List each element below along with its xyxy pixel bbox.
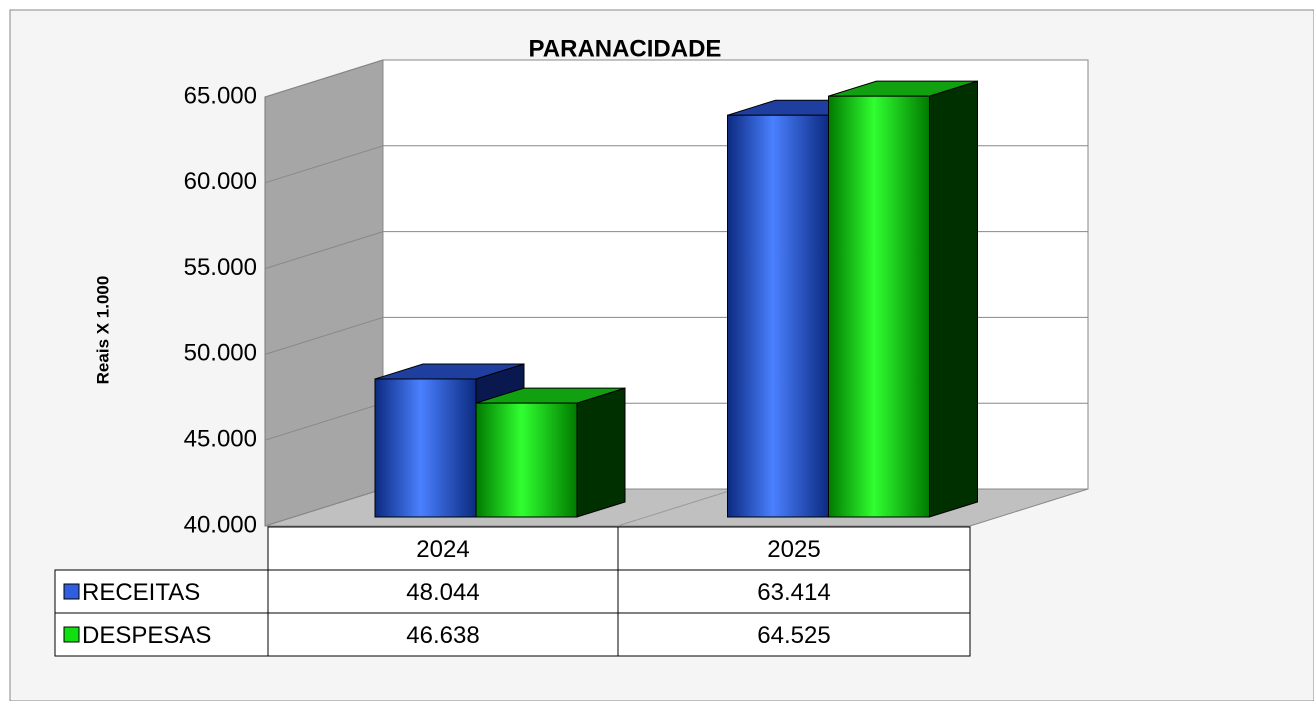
left-wall	[264, 59, 384, 527]
value-label: 46.638	[406, 622, 479, 649]
legend-label: DESPESAS	[82, 622, 211, 649]
legend-swatch	[63, 583, 80, 600]
y-tick-label: 45.000	[184, 426, 257, 453]
grid-line	[264, 59, 1088, 98]
x-tick-label: 2024	[416, 536, 469, 563]
bar-side	[576, 387, 626, 518]
y-tick-label: 60.000	[184, 168, 257, 195]
legend-label: RECEITAS	[82, 579, 200, 606]
value-label: 63.414	[757, 579, 830, 606]
y-axis-label: Reais X 1.000	[93, 276, 112, 385]
bar	[374, 378, 477, 518]
y-tick-label: 40.000	[184, 511, 257, 538]
y-tick-label: 65.000	[184, 82, 257, 109]
table-row	[54, 569, 971, 614]
table-header-cell	[267, 526, 971, 571]
y-tick-label: 55.000	[184, 254, 257, 281]
bar	[828, 95, 930, 518]
chart-title: PARANACIDADE	[529, 35, 722, 62]
bar	[475, 402, 578, 518]
floor-divider	[617, 488, 736, 527]
bar-side	[929, 80, 978, 518]
legend-swatch	[63, 626, 80, 643]
y-tick-label: 50.000	[184, 340, 257, 367]
value-label: 64.525	[757, 622, 830, 649]
value-label: 48.044	[406, 579, 479, 606]
x-tick-label: 2025	[767, 536, 820, 563]
bar	[727, 114, 829, 518]
